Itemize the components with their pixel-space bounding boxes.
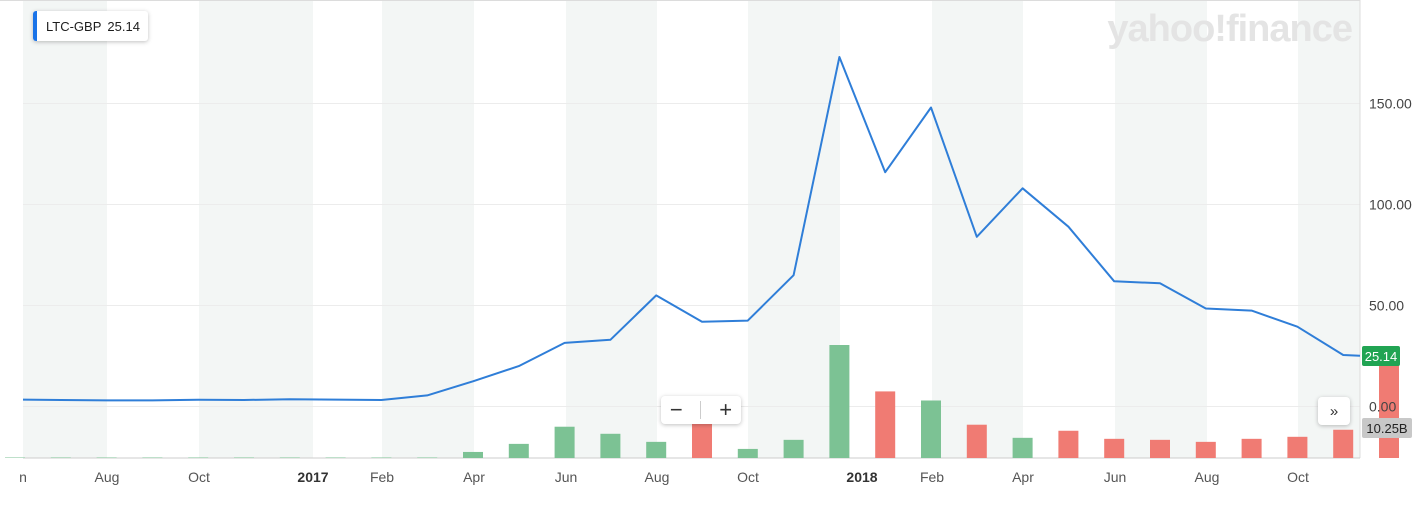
legend-value: 25.14 <box>107 18 140 34</box>
volume-bar <box>1104 438 1125 458</box>
month-band <box>566 0 657 458</box>
x-tick-label: Aug <box>645 469 670 485</box>
x-tick-label: 2018 <box>846 469 877 485</box>
volume-bar <box>692 423 712 458</box>
volume-bar <box>1012 437 1033 458</box>
zoom-in-button[interactable]: + <box>719 397 733 422</box>
volume-bar <box>783 439 804 458</box>
volume-bar <box>96 457 117 458</box>
x-tick-label: Jun <box>555 469 578 485</box>
zoom-divider <box>700 401 702 419</box>
volume-bar <box>966 424 987 458</box>
x-tick-label: Feb <box>920 469 944 485</box>
volume-bar <box>554 426 575 458</box>
volume-bar <box>188 457 209 458</box>
volume-bar <box>508 443 529 458</box>
volume-bar <box>234 457 254 458</box>
volume-bar <box>371 457 392 458</box>
zoom-control: − + <box>661 396 741 424</box>
month-bands <box>23 0 1360 458</box>
yahoo-finance-logo: yahoo!finance <box>1107 8 1353 50</box>
volume-bar <box>1287 436 1308 458</box>
x-tick-label: Apr <box>463 469 485 485</box>
x-tick-label: Jun <box>1104 469 1127 485</box>
volume-bar <box>875 391 896 458</box>
x-tick-label: Aug <box>1195 469 1220 485</box>
x-tick-label: n <box>19 469 27 485</box>
last-volume-tag: 10.25B <box>1362 418 1412 438</box>
y-tick-label: 100.00 <box>1369 197 1412 213</box>
month-band <box>1115 0 1207 458</box>
zoom-out-button[interactable]: − <box>669 397 683 422</box>
volume-bar <box>463 451 483 458</box>
volume-bar <box>600 433 621 458</box>
volume-bar <box>417 457 438 458</box>
x-tick-label: Oct <box>1287 469 1309 485</box>
x-tick-label: Aug <box>95 469 120 485</box>
volume-bar <box>5 457 25 458</box>
volume-bar <box>1333 429 1354 458</box>
volume-bar <box>1241 438 1262 458</box>
legend-color-swatch <box>33 11 37 41</box>
volume-bar <box>921 400 941 458</box>
x-tick-label: Apr <box>1012 469 1034 485</box>
volume-bar <box>279 457 300 458</box>
month-band <box>23 0 107 458</box>
y-tick-label: 0.00 <box>1369 399 1396 415</box>
x-tick-label: Oct <box>188 469 210 485</box>
month-band <box>748 0 840 458</box>
month-band <box>1298 0 1360 458</box>
price-line-group <box>22 56 1361 402</box>
volume-bar <box>1195 441 1216 458</box>
month-band <box>382 0 474 458</box>
x-tick-label: 2017 <box>297 469 328 485</box>
y-tick-label: 50.00 <box>1369 298 1404 314</box>
scroll-forward-button[interactable]: » <box>1318 397 1350 425</box>
volume-bar <box>829 345 850 458</box>
volume-bar <box>646 441 667 458</box>
last-price-tag: 25.14 <box>1362 346 1400 366</box>
volume-bar <box>1058 430 1079 458</box>
y-tick-label: 150.00 <box>1369 96 1412 112</box>
legend-symbol: LTC-GBP <box>46 18 102 34</box>
x-tick-label: Feb <box>370 469 394 485</box>
volume-bar <box>50 457 71 458</box>
month-band <box>199 0 313 458</box>
volume-bar <box>325 457 346 458</box>
y-axis: 150.00 100.00 50.00 0.00 <box>1369 96 1412 415</box>
volume-bar <box>142 457 163 458</box>
series-legend[interactable]: LTC-GBP 25.14 <box>33 11 148 41</box>
volume-bar <box>1150 439 1170 458</box>
volume-bars <box>5 345 1399 458</box>
x-tick-label: Oct <box>737 469 759 485</box>
month-band <box>932 0 1023 458</box>
x-axis: n Aug Oct 2017 Feb Apr Jun Aug Oct 2018 Feb Apr Jun A… <box>19 469 1309 485</box>
price-line <box>22 56 1361 402</box>
volume-bar <box>737 448 758 458</box>
